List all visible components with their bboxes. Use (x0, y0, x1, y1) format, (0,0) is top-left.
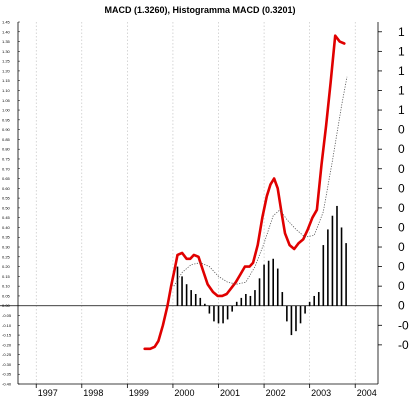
left-tick-label: 0.50 (2, 205, 11, 210)
x-tick-label: 1999 (129, 388, 149, 398)
left-tick-label: -0.20 (2, 342, 12, 347)
left-tick-label: -0.15 (2, 333, 12, 338)
left-tick-label: 1.45 (2, 20, 11, 25)
left-tick-label: 0.60 (2, 186, 11, 191)
x-tick-label: 1997 (38, 388, 58, 398)
left-tick-label: 1.25 (2, 59, 11, 64)
left-tick-label: 1.40 (2, 29, 11, 34)
x-tick-label: 2002 (266, 388, 286, 398)
left-tick-label: 1.30 (2, 49, 11, 54)
left-tick-label: 0.65 (2, 176, 11, 181)
signal-line (173, 76, 348, 287)
right-tick-label: 1 (398, 64, 405, 78)
right-tick-label: 0 (398, 279, 405, 293)
left-tick-label: 0.80 (2, 147, 11, 152)
macd-histogram (176, 205, 347, 336)
right-tick-label: 1 (398, 103, 405, 117)
left-tick-label: 0.00 (2, 303, 11, 308)
left-tick-label: 1.20 (2, 68, 11, 73)
x-tick-label: 1998 (83, 388, 103, 398)
left-tick-label: 0.05 (2, 293, 11, 298)
left-tick-label: -0.05 (2, 313, 12, 318)
left-tick-label: 0.55 (2, 196, 11, 201)
left-tick-label: 0.45 (2, 215, 11, 220)
left-tick-label: 1.15 (2, 78, 11, 83)
right-tick-label: 1 (398, 83, 405, 97)
left-tick-label: 0.15 (2, 274, 11, 279)
left-tick-label: 0.35 (2, 235, 11, 240)
right-tick-label: 0 (398, 181, 405, 195)
right-tick-label: 0 (398, 220, 405, 234)
x-tick-label: 2003 (311, 388, 331, 398)
right-y-axis-ticks: -0 -0 0 0 0 0 0 0 0 0 0 0 1 1 1 1 1 (378, 25, 409, 352)
left-tick-label: 0.90 (2, 127, 11, 132)
left-tick-label: 1.00 (2, 108, 11, 113)
left-tick-label: 0.25 (2, 254, 11, 259)
chart-title: MACD (1.3260), Histogramma MACD (0.3201) (104, 5, 295, 15)
macd-line (143, 34, 346, 351)
axes (0, 22, 379, 385)
right-tick-label: 0 (398, 260, 405, 274)
left-tick-label: 0.20 (2, 264, 11, 269)
left-tick-label: -0.40 (2, 382, 12, 387)
left-tick-label: 0.75 (2, 156, 11, 161)
left-tick-label: -0.30 (2, 362, 12, 367)
left-tick-label: 1.10 (2, 88, 11, 93)
x-tick-label: 2000 (174, 388, 194, 398)
right-tick-label: 0 (398, 142, 405, 156)
right-tick-label: 0 (398, 162, 405, 176)
macd-lines (143, 34, 348, 351)
left-tick-label: -0.10 (2, 323, 12, 328)
left-tick-label: 0.30 (2, 245, 11, 250)
left-tick-label: -0.35 (2, 372, 12, 377)
left-tick-label: 0.95 (2, 117, 11, 122)
right-tick-label: 1 (398, 25, 405, 39)
left-tick-label: 0.70 (2, 166, 11, 171)
left-tick-label: 0.85 (2, 137, 11, 142)
x-axis-ticks: 1997 1998 1999 2000 2001 2002 2003 2004 (35, 384, 377, 398)
left-tick-label: 0.10 (2, 284, 11, 289)
x-tick-label: 2004 (357, 388, 377, 398)
left-tick-label: 1.05 (2, 98, 11, 103)
right-tick-label: 0 (398, 240, 405, 254)
grid (35, 22, 356, 384)
right-tick-label: -0 (398, 338, 409, 352)
x-tick-label: 2001 (220, 388, 240, 398)
right-tick-label: 0 (398, 299, 405, 313)
right-tick-label: 0 (398, 201, 405, 215)
left-y-axis-ticks: -0.40 -0.35 -0.30 -0.25 -0.20 -0.15 -0.10 -0.05… (2, 20, 20, 387)
right-tick-label: -0 (398, 318, 409, 332)
left-tick-label: 1.35 (2, 39, 11, 44)
right-tick-label: 1 (398, 44, 405, 58)
left-tick-label: -0.25 (2, 352, 12, 357)
left-tick-label: 0.40 (2, 225, 11, 230)
right-tick-label: 0 (398, 123, 405, 137)
